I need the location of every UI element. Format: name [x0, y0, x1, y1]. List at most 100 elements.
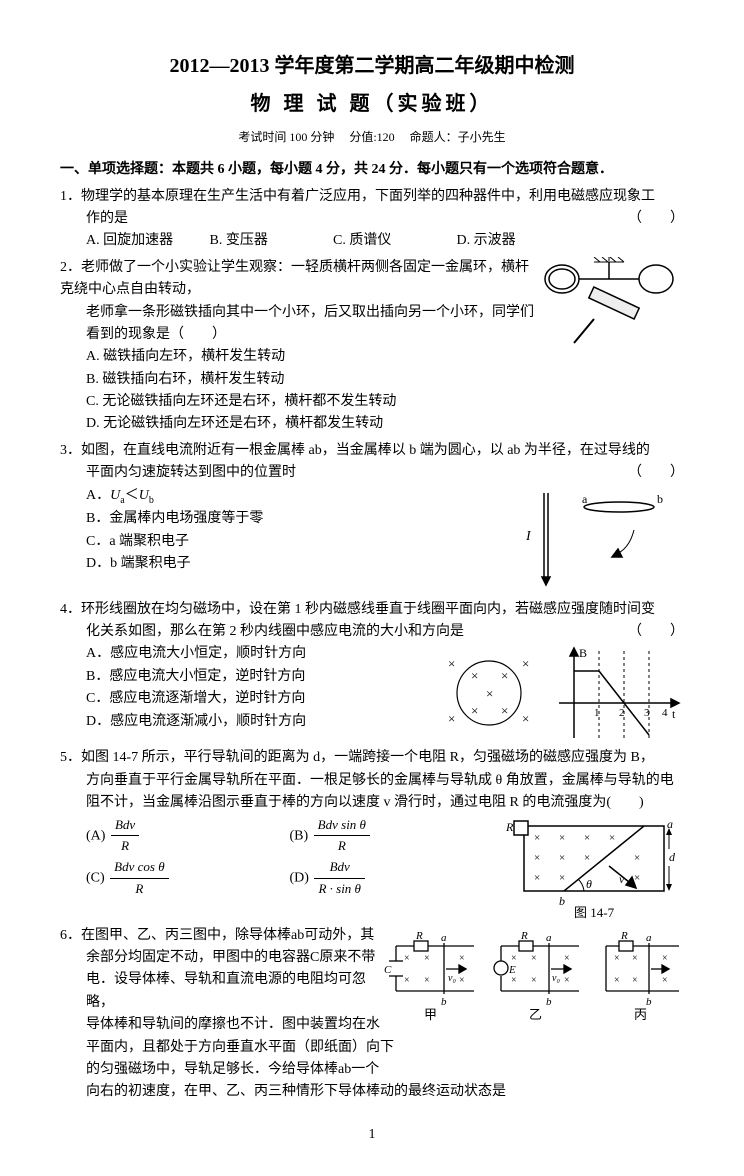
q5-C-num: Bdv cos θ: [110, 857, 168, 879]
svg-text:×: ×: [486, 686, 493, 701]
q6-p1-R: R: [415, 931, 423, 942]
q3-fig-I: I: [525, 529, 532, 544]
q5-opt-d: (D) BdvR · sin θ: [290, 857, 490, 900]
q2-figure: [534, 257, 684, 352]
q3-A-lt: ＜: [125, 488, 139, 503]
svg-text:×: ×: [584, 852, 590, 864]
q5-D-label: (D): [290, 871, 309, 886]
question-5: 5．如图 14-7 所示，平行导轨间的距离为 d，一端跨接一个电阻 R，匀强磁场…: [60, 747, 684, 920]
question-1: 1．物理学的基本原理在生产生活中有着广泛应用，下面列举的四种器件中，利用电磁感应…: [60, 186, 684, 253]
svg-text:×: ×: [614, 953, 620, 964]
exam-score: 分值:120: [349, 130, 394, 144]
q5-C-den: R: [110, 879, 168, 900]
q5-fig-a: a: [667, 817, 673, 831]
q2-opt-b: B. 磁铁插向右环，横杆发生转动: [60, 369, 684, 391]
q2-opt-d: D. 无论磁铁插向左环还是右环，横杆都发生转动: [60, 413, 684, 435]
svg-text:×: ×: [501, 703, 508, 718]
svg-text:×: ×: [559, 872, 565, 884]
q6-cap2: 乙: [529, 1007, 542, 1022]
q6-p1-C: C: [384, 964, 392, 976]
q6-p2-v0: v₀: [552, 973, 560, 984]
svg-text:×: ×: [564, 953, 570, 964]
svg-text:×: ×: [448, 656, 455, 671]
q6-p1-v0: v₀: [448, 973, 456, 984]
q6-p2-E: E: [508, 964, 516, 976]
q5-opt-c: (C) Bdv cos θR: [86, 857, 286, 900]
q1-opt-b: B. 变压器: [210, 230, 330, 252]
q1-opt-c: C. 质谱仪: [333, 230, 453, 252]
q4-stem2: 化关系如图，那么在第 2 秒内线圈中感应电流的大小和方向是: [86, 624, 464, 639]
q6-p1-a: a: [441, 932, 447, 944]
q5-fig-R: R: [505, 820, 514, 834]
exam-time: 考试时间 100 分钟: [238, 130, 334, 144]
q3-fig-a: a: [582, 492, 588, 506]
q5-opt-b: (B) Bdv sin θR: [290, 815, 490, 858]
svg-text:×: ×: [511, 975, 517, 986]
q5-B-den: R: [314, 836, 370, 857]
q6-p2-a: a: [546, 932, 552, 944]
svg-text:×: ×: [534, 852, 540, 864]
svg-text:×: ×: [501, 668, 508, 683]
q5-line3: 阻不计，当金属棒沿图示垂直于棒的方向以速度 v 滑行时，通过电阻 R 的电流强度…: [60, 792, 684, 814]
q5-B-num: Bdv sin θ: [314, 815, 370, 837]
q5-D-den: R · sin θ: [314, 879, 365, 900]
svg-text:×: ×: [632, 953, 638, 964]
q5-fig-theta: θ: [586, 877, 592, 891]
svg-text:×: ×: [662, 975, 668, 986]
q4-line2: 化关系如图，那么在第 2 秒内线圈中感应电流的大小和方向是 （ ）: [60, 621, 684, 643]
svg-text:×: ×: [632, 975, 638, 986]
q5-fig-d: d: [669, 850, 676, 864]
question-3: 3．如图，在直线电流附近有一根金属棒 ab，当金属棒以 b 端为圆心，以 ab …: [60, 440, 684, 595]
svg-text:×: ×: [614, 975, 620, 986]
q4-tick-2: 2: [619, 707, 625, 719]
exam-author: 命题人：子小先生: [410, 130, 506, 144]
svg-text:×: ×: [564, 975, 570, 986]
q6-p3-R: R: [620, 931, 628, 942]
q5-fig-b: b: [559, 894, 565, 908]
svg-text:×: ×: [511, 953, 517, 964]
q3-blank: （ ）: [628, 462, 684, 484]
exam-info: 考试时间 100 分钟 分值:120 命题人：子小先生: [60, 128, 684, 147]
q6-p1-b: b: [441, 996, 447, 1008]
svg-text:×: ×: [471, 703, 478, 718]
q3-line1: 3．如图，在直线电流附近有一根金属棒 ab，当金属棒以 b 端为圆心，以 ab …: [60, 440, 684, 462]
q6-line5: 平面内，且都处于方向垂直水平面（即纸面）向下: [60, 1037, 684, 1059]
q4-tick-4: 4: [662, 707, 668, 719]
svg-text:×: ×: [448, 711, 455, 726]
q4-blank: （ ）: [628, 621, 684, 643]
question-6: × × × × × × R C a b v₀ 甲 × × ×: [60, 925, 684, 1104]
q5-caption: 图 14-7: [574, 905, 615, 920]
q5-C-label: (C): [86, 871, 105, 886]
svg-text:×: ×: [662, 953, 668, 964]
q3-A-Ua: U: [110, 488, 120, 503]
q1-options: A. 回旋加速器 B. 变压器 C. 质谱仪 D. 示波器: [60, 230, 684, 252]
svg-text:×: ×: [584, 832, 590, 844]
q6-cap1: 甲: [424, 1007, 437, 1022]
page-number: 1: [60, 1124, 684, 1146]
question-2: 2．老师做了一个小实验让学生观察：一轻质横杆两侧各固定一金属环，横杆克绕中心点自…: [60, 257, 684, 436]
svg-text:×: ×: [424, 975, 430, 986]
q4-tick-3: 3: [644, 707, 650, 719]
q6-figure: × × × × × × R C a b v₀ 甲 × × ×: [384, 931, 684, 1031]
svg-text:×: ×: [522, 656, 529, 671]
q5-A-label: (A): [86, 828, 105, 843]
page-subtitle: 物 理 试 题（实验班）: [60, 88, 684, 120]
q5-D-num: Bdv: [314, 857, 365, 879]
q5-A-den: R: [111, 836, 139, 857]
svg-text:×: ×: [459, 953, 465, 964]
svg-text:×: ×: [531, 953, 537, 964]
q5-line2: 方向垂直于平行金属导轨所在平面．一根足够长的金属棒与导轨成 θ 角放置，金属棒与…: [60, 770, 684, 792]
svg-text:×: ×: [534, 832, 540, 844]
q1-line1: 1．物理学的基本原理在生产生活中有着广泛应用，下面列举的四种器件中，利用电磁感应…: [60, 186, 684, 208]
q5-figure: ×××× ×××× ××× R v θ a d b 图 14-7: [504, 811, 684, 921]
svg-text:×: ×: [404, 953, 410, 964]
q3-stem2: 平面内匀速旋转达到图中的位置时: [86, 465, 296, 480]
q4-figure: × × × × × × × × × B t: [444, 643, 684, 743]
q4-tick-1: 1: [594, 707, 600, 719]
q1-blank: （ ）: [628, 208, 684, 230]
q3-A-sub-b: b: [149, 494, 154, 505]
q4-line1: 4．环形线圈放在均匀磁场中，设在第 1 秒内磁感线垂直于线圈平面向内，若磁感应强…: [60, 599, 684, 621]
svg-text:×: ×: [534, 872, 540, 884]
svg-text:×: ×: [634, 872, 640, 884]
question-4: 4．环形线圈放在均匀磁场中，设在第 1 秒内磁感线垂直于线圈平面向内，若磁感应强…: [60, 599, 684, 744]
